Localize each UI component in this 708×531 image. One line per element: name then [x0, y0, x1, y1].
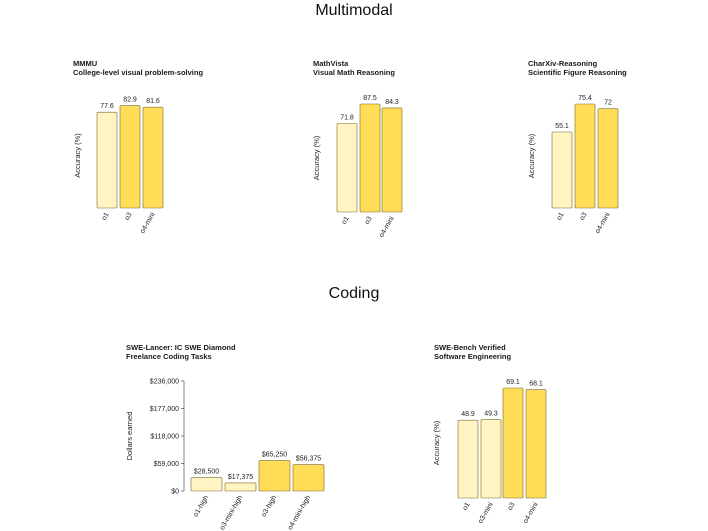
bar: [224, 482, 257, 492]
x-tick-label: o1: [556, 211, 566, 221]
bar-value-label: 82.9: [123, 97, 137, 104]
chart-title-swe-lancer: SWE-Lancer: IC SWE Diamond Freelance Cod…: [126, 343, 236, 361]
bar-value-label: 87.5: [363, 95, 377, 102]
bar: [359, 103, 381, 213]
chart-subtitle: Visual Math Reasoning: [313, 68, 395, 77]
bar-value-label: $65,250: [262, 452, 287, 459]
bar-value-label: $28,500: [194, 469, 219, 476]
bar-value-label: 68.1: [529, 381, 543, 388]
x-tick-label: o3-high: [260, 494, 278, 518]
x-tick-label: o4-mini: [522, 501, 540, 525]
bar-value-label: 48.9: [461, 411, 475, 418]
bar: [190, 477, 223, 492]
bar: [142, 106, 164, 209]
bar: [292, 464, 325, 492]
x-tick-label: o1: [462, 501, 472, 511]
chart-subtitle: College-level visual problem-solving: [73, 68, 204, 77]
y-axis-label: Accuracy (%): [432, 420, 441, 465]
x-tick-label: o3: [124, 211, 134, 221]
bar: [597, 108, 619, 209]
bar-value-label: 84.3: [385, 99, 399, 106]
bar: [502, 387, 524, 499]
bar-value-label: $17,375: [228, 474, 253, 481]
chart-subtitle: Freelance Coding Tasks: [126, 352, 212, 361]
bar-value-label: 55.1: [555, 123, 569, 130]
y-tick-label: $236,000: [150, 379, 179, 386]
bar-value-label: 75.4: [578, 95, 592, 102]
bar: [574, 103, 596, 209]
y-axis-label: Accuracy (%): [73, 133, 82, 178]
bar: [119, 105, 141, 209]
x-tick-label: o4-mini-high: [287, 494, 312, 531]
bar-value-label: 77.6: [100, 103, 114, 110]
chart-title: CharXiv-Reasoning: [528, 59, 598, 68]
bar: [480, 419, 502, 499]
x-tick-label: o3: [364, 215, 374, 225]
x-tick-label: o4-mini: [378, 215, 396, 239]
bar: [381, 107, 403, 213]
chart-title: SWE-Bench Verified: [434, 343, 506, 352]
y-tick-label: $0: [171, 489, 179, 496]
bar-value-label: 49.3: [484, 411, 498, 418]
x-tick-label: o3: [579, 211, 589, 221]
chart-title: MathVista: [313, 59, 349, 68]
bar: [96, 111, 118, 209]
chart-title-mmmu: MMMU College-level visual problem-solvin…: [73, 59, 203, 77]
bar: [457, 419, 479, 499]
chart-subtitle: Scientific Figure Reasoning: [528, 68, 627, 77]
chart-title-charxiv: CharXiv-Reasoning Scientific Figure Reas…: [528, 59, 627, 77]
chart-title-mathvista: MathVista Visual Math Reasoning: [313, 59, 395, 77]
y-axis-label: Accuracy (%): [527, 133, 536, 178]
y-axis-label: Accuracy (%): [312, 135, 321, 180]
y-tick-label: $59,000: [154, 461, 179, 468]
x-tick-label: o1: [341, 215, 351, 225]
x-tick-label: o3-mini-high: [219, 494, 244, 531]
x-tick-label: o3-mini: [477, 501, 495, 525]
x-tick-label: o1-high: [192, 494, 210, 518]
chart-subtitle: Software Engineering: [434, 352, 512, 361]
y-tick-label: $177,000: [150, 406, 179, 413]
bar-value-label: 71.8: [340, 114, 354, 121]
bar-value-label: 72: [604, 100, 612, 107]
x-tick-label: o3: [507, 501, 517, 511]
bar: [525, 389, 547, 499]
section-title-multimodal: Multimodal: [315, 2, 393, 19]
bar-value-label: 69.1: [506, 379, 520, 386]
x-tick-label: o1: [101, 211, 111, 221]
x-tick-label: o4-mini: [594, 211, 612, 235]
bar: [258, 460, 291, 492]
y-tick-label: $118,000: [150, 434, 179, 441]
section-title-coding: Coding: [328, 285, 380, 302]
bar-value-label: $56,375: [296, 456, 321, 463]
chart-title-swe-bench: SWE-Bench Verified Software Engineering: [434, 343, 511, 361]
chart-title: MMMU: [73, 59, 98, 68]
bar: [336, 123, 358, 213]
chart-title: SWE-Lancer: IC SWE Diamond: [126, 343, 236, 352]
bar-value-label: 81.6: [146, 98, 160, 105]
bar: [551, 131, 573, 209]
x-tick-label: o4-mini: [139, 211, 157, 235]
y-axis-label: Dollars earned: [125, 412, 134, 461]
